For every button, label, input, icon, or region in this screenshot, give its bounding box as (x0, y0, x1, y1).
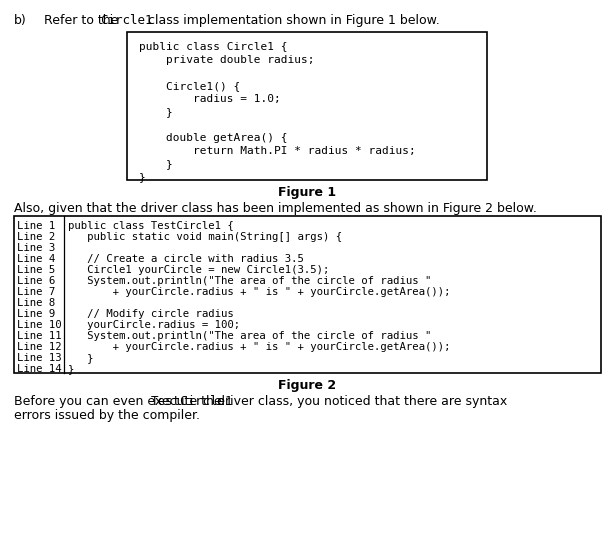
Text: }: } (139, 159, 173, 169)
Text: Line 5: Line 5 (17, 265, 55, 275)
Text: return Math.PI * radius * radius;: return Math.PI * radius * radius; (139, 146, 416, 156)
Text: class implementation shown in Figure 1 below.: class implementation shown in Figure 1 b… (144, 14, 440, 27)
Text: Line 4: Line 4 (17, 254, 55, 264)
Text: public class TestCircle1 {: public class TestCircle1 { (68, 221, 234, 231)
Text: Line 11: Line 11 (17, 331, 62, 341)
Text: b): b) (14, 14, 26, 27)
Text: Figure 1: Figure 1 (278, 186, 336, 199)
Text: errors issued by the compiler.: errors issued by the compiler. (14, 409, 200, 422)
Text: TestCircle1: TestCircle1 (151, 395, 234, 408)
Text: Line 10: Line 10 (17, 320, 62, 330)
Text: driver class, you noticed that there are syntax: driver class, you noticed that there are… (213, 395, 507, 408)
Text: Figure 2: Figure 2 (279, 379, 336, 392)
Text: Circle1 yourCircle = new Circle1(3.5);: Circle1 yourCircle = new Circle1(3.5); (68, 265, 330, 275)
Text: Line 6: Line 6 (17, 276, 55, 286)
Text: public static void main(String[] args) {: public static void main(String[] args) { (68, 232, 342, 242)
Text: Refer to the: Refer to the (44, 14, 122, 27)
Text: Line 1: Line 1 (17, 221, 55, 231)
Text: Circle1: Circle1 (100, 14, 153, 27)
Text: Line 12: Line 12 (17, 342, 62, 352)
Text: Line 9: Line 9 (17, 309, 55, 319)
Text: + yourCircle.radius + " is " + yourCircle.getArea());: + yourCircle.radius + " is " + yourCircl… (68, 287, 451, 297)
Text: private double radius;: private double radius; (139, 55, 314, 65)
Text: Circle1() {: Circle1() { (139, 81, 240, 91)
Text: yourCircle.radius = 100;: yourCircle.radius = 100; (68, 320, 240, 330)
Text: Line 14: Line 14 (17, 364, 62, 374)
Text: double getArea() {: double getArea() { (139, 133, 287, 143)
Text: + yourCircle.radius + " is " + yourCircle.getArea());: + yourCircle.radius + " is " + yourCircl… (68, 342, 451, 352)
Text: System.out.println("The area of the circle of radius ": System.out.println("The area of the circ… (68, 331, 431, 341)
Bar (127, 32, 487, 180)
Text: Also, given that the driver class has been implemented as shown in Figure 2 belo: Also, given that the driver class has be… (14, 202, 537, 215)
Text: // Modify circle radius: // Modify circle radius (68, 309, 234, 319)
Text: Line 2: Line 2 (17, 232, 55, 242)
Text: Line 7: Line 7 (17, 287, 55, 297)
Text: Line 13: Line 13 (17, 353, 62, 363)
Text: Line 3: Line 3 (17, 243, 55, 253)
Text: public class Circle1 {: public class Circle1 { (139, 42, 287, 52)
Text: }: } (139, 107, 173, 117)
Text: }: } (139, 172, 146, 182)
Text: }: } (68, 364, 74, 374)
Text: Before you can even execute the: Before you can even execute the (14, 395, 226, 408)
Text: }: } (68, 353, 93, 363)
Bar (14, 216, 601, 373)
Text: // Create a circle with radius 3.5: // Create a circle with radius 3.5 (68, 254, 304, 264)
Text: System.out.println("The area of the circle of radius ": System.out.println("The area of the circ… (68, 276, 431, 286)
Text: Line 8: Line 8 (17, 298, 55, 308)
Text: radius = 1.0;: radius = 1.0; (139, 94, 281, 104)
